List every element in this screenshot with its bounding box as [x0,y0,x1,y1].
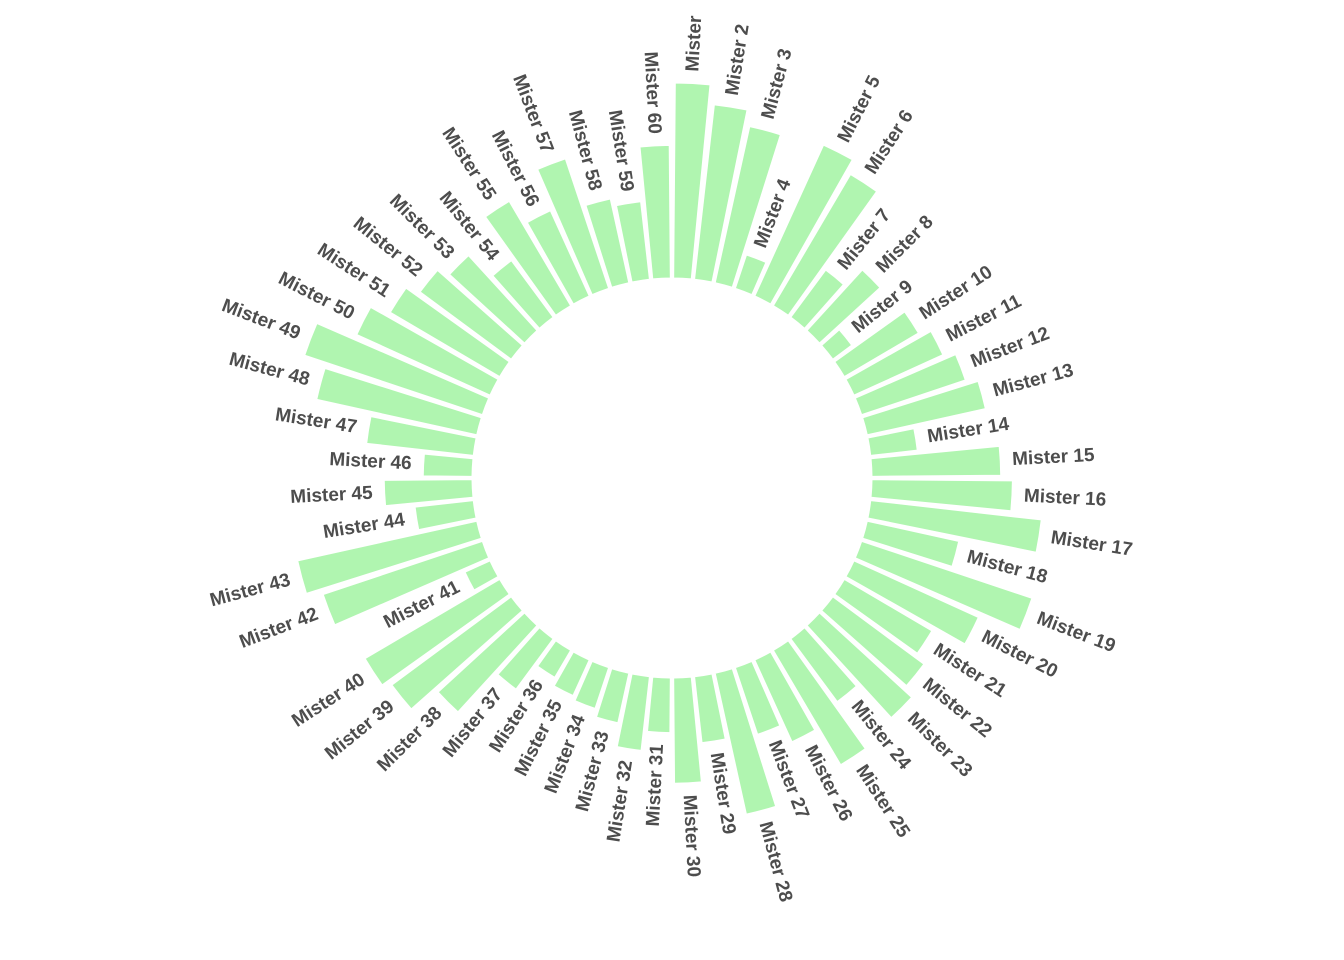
category-label: Mister 46 [329,449,412,474]
bar-slice[interactable] [414,500,477,531]
bar-slice[interactable] [834,311,919,378]
bar-slice[interactable] [553,651,590,697]
bar-slice[interactable] [364,578,510,686]
bar-slice[interactable] [437,612,538,713]
bar-slice[interactable] [537,158,610,296]
bar-slice[interactable] [616,673,650,751]
bar-slice[interactable] [595,668,630,724]
bar-slice[interactable] [854,353,966,416]
bar-slice[interactable] [754,651,816,743]
category-label: Mister 30 [679,794,704,877]
bar-slice[interactable] [422,453,474,477]
bar-slice[interactable] [870,445,1002,477]
category-label: Mister [682,14,706,72]
bar-slice[interactable] [772,173,878,316]
bar-slice[interactable] [870,479,1013,512]
bar-slice[interactable] [615,201,650,283]
bar-slice[interactable] [867,500,1042,553]
bar-slice[interactable] [639,144,671,280]
bar-slice[interactable] [391,596,523,710]
bar-slice[interactable] [484,200,572,316]
bar-slice[interactable] [694,104,748,283]
bar-slice[interactable] [492,260,554,329]
bar-slice[interactable] [316,367,482,436]
bar-slice[interactable] [585,198,630,288]
bar-slice[interactable] [673,676,702,784]
bar-slice[interactable] [806,612,913,719]
bar-slice[interactable] [734,254,767,296]
bar-slice[interactable] [854,540,1033,631]
bar-slice[interactable] [646,676,671,734]
bar-slice[interactable] [389,287,510,378]
category-label: Mister 45 [290,483,374,508]
bar-slice[interactable] [806,269,881,344]
bar-slice[interactable] [821,596,925,687]
bar-slice[interactable] [845,330,944,396]
bar-slice[interactable] [754,144,853,305]
bars-group [297,82,1042,815]
category-label: Mister 31 [643,743,668,827]
category-label: Mister 15 [1012,445,1096,470]
bar-slice[interactable] [772,640,866,766]
bar-slice[interactable] [574,660,610,710]
bar-slice[interactable] [790,627,857,703]
bar-slice[interactable] [304,322,490,416]
bar-slice[interactable] [845,560,979,645]
bar-slice[interactable] [714,668,777,815]
bar-slice[interactable] [297,520,482,595]
category-label: Mister 16 [1023,485,1106,510]
bar-slice[interactable] [790,269,845,329]
bar-slice[interactable] [673,82,711,280]
bar-slice[interactable] [694,673,726,744]
category-label: Mister 60 [640,51,665,134]
bar-slice[interactable] [366,416,477,456]
bar-slice[interactable] [383,479,474,507]
bar-slice[interactable] [419,269,523,360]
bar-slice[interactable] [449,255,538,344]
bar-slice[interactable] [356,306,499,396]
bar-slice[interactable] [526,210,590,305]
bar-slice[interactable] [867,428,918,456]
bar-slice[interactable] [734,660,781,735]
bar-slice[interactable] [862,520,960,568]
bar-slice[interactable] [536,640,572,678]
bar-slice[interactable] [322,540,490,626]
bar-slice[interactable] [862,380,986,436]
bar-slice[interactable] [714,126,781,288]
bar-slice[interactable] [464,560,499,591]
bar-slice[interactable] [834,578,933,654]
bar-slice[interactable] [821,329,853,360]
bar-slice[interactable] [497,627,554,690]
